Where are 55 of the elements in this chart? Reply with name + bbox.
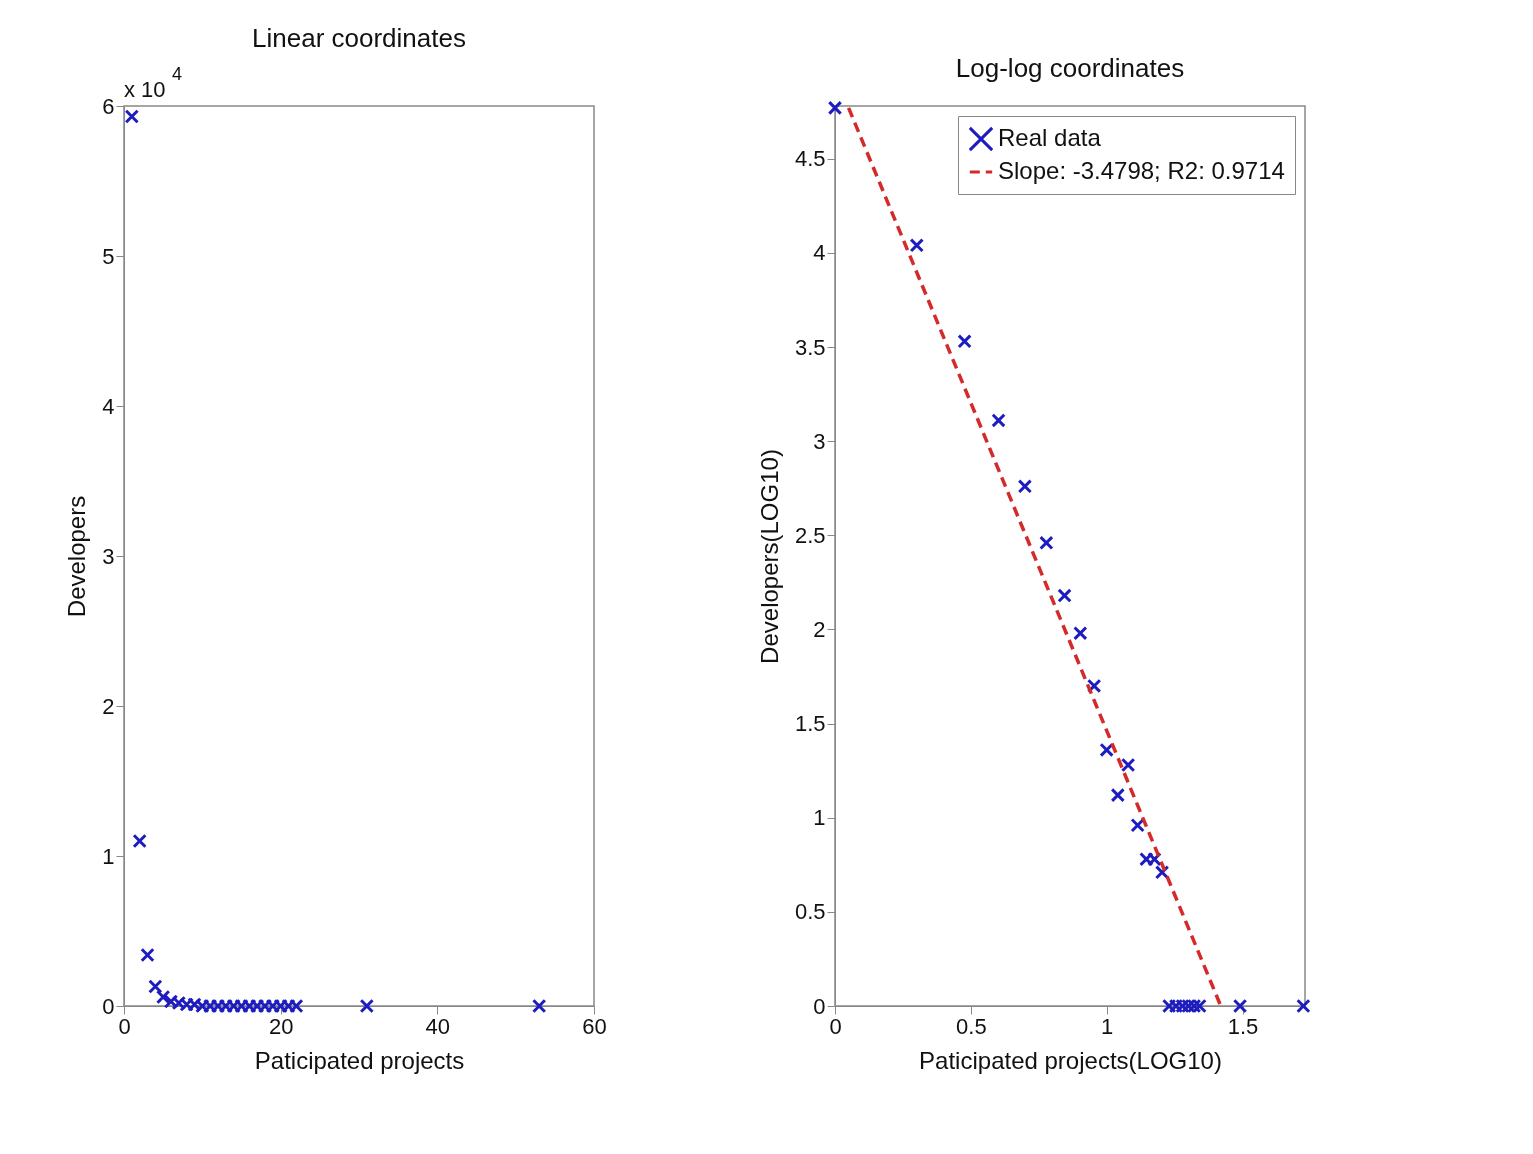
y-tick-label: 6 (102, 93, 115, 119)
y-tick-label: 3.5 (794, 334, 826, 360)
point (1073, 626, 1088, 641)
point (909, 238, 924, 253)
point (1017, 479, 1033, 494)
y-tick-label: 1 (813, 805, 826, 831)
x-tick-label: 1 (1101, 1013, 1114, 1039)
y-tick-label: 2 (813, 616, 826, 642)
x-tick-label: 60 (582, 1013, 607, 1039)
chart-title: Log-log coordinates (955, 53, 1185, 84)
point (531, 998, 547, 1014)
x-tick-label: 0 (118, 1013, 131, 1039)
x-axis-title: Paticipated projects (254, 1046, 465, 1074)
point (124, 109, 140, 124)
x-axis-title: Paticipated projects(LOG10) (919, 1046, 1222, 1074)
y-axis-title: Developers(LOG10) (755, 449, 783, 664)
point (140, 947, 155, 963)
point (827, 100, 843, 116)
point (1130, 818, 1145, 833)
y-tick-label: 0 (102, 993, 115, 1019)
y-tick-label: 4 (102, 393, 115, 419)
text: x 104 (124, 64, 183, 102)
legend-label: Slope: -3.4798; R2: 0.9714 (998, 157, 1285, 184)
point (1110, 787, 1126, 803)
chart-title: Linear coordinates (252, 23, 466, 53)
point (132, 833, 147, 849)
y-tick-label: 0 (813, 993, 826, 1019)
point (359, 998, 375, 1014)
y-tick-label: 3 (102, 543, 115, 569)
x-tick-label: 40 (425, 1013, 451, 1039)
y-tick-label: 0.5 (794, 899, 826, 925)
x-tick-label: 0 (829, 1013, 842, 1039)
y-tick-label: 3 (813, 428, 826, 454)
point (1057, 588, 1072, 603)
point (148, 979, 163, 994)
y-tick-label: 4 (813, 240, 826, 266)
y-tick-label: 2.5 (794, 522, 826, 548)
point (155, 989, 171, 1005)
point (1039, 535, 1054, 551)
y-tick-label: 1 (102, 843, 115, 869)
x-tick-label: 1.5 (1227, 1013, 1259, 1039)
point (957, 334, 972, 349)
x-tick-label: 20 (268, 1013, 294, 1039)
legend-label: Real data (998, 124, 1102, 151)
point (991, 413, 1006, 428)
point (1120, 757, 1136, 773)
y-tick-label: 2 (102, 693, 115, 719)
y-tick-label: 1.5 (794, 711, 826, 737)
y-tick-label: 5 (102, 243, 115, 269)
x-tick-label: 0.5 (956, 1013, 987, 1039)
point (1296, 998, 1311, 1014)
point (1099, 742, 1114, 758)
point (1232, 998, 1248, 1014)
y-tick-label: 4.5 (794, 146, 826, 172)
y-axis-title: Developers (63, 495, 91, 618)
